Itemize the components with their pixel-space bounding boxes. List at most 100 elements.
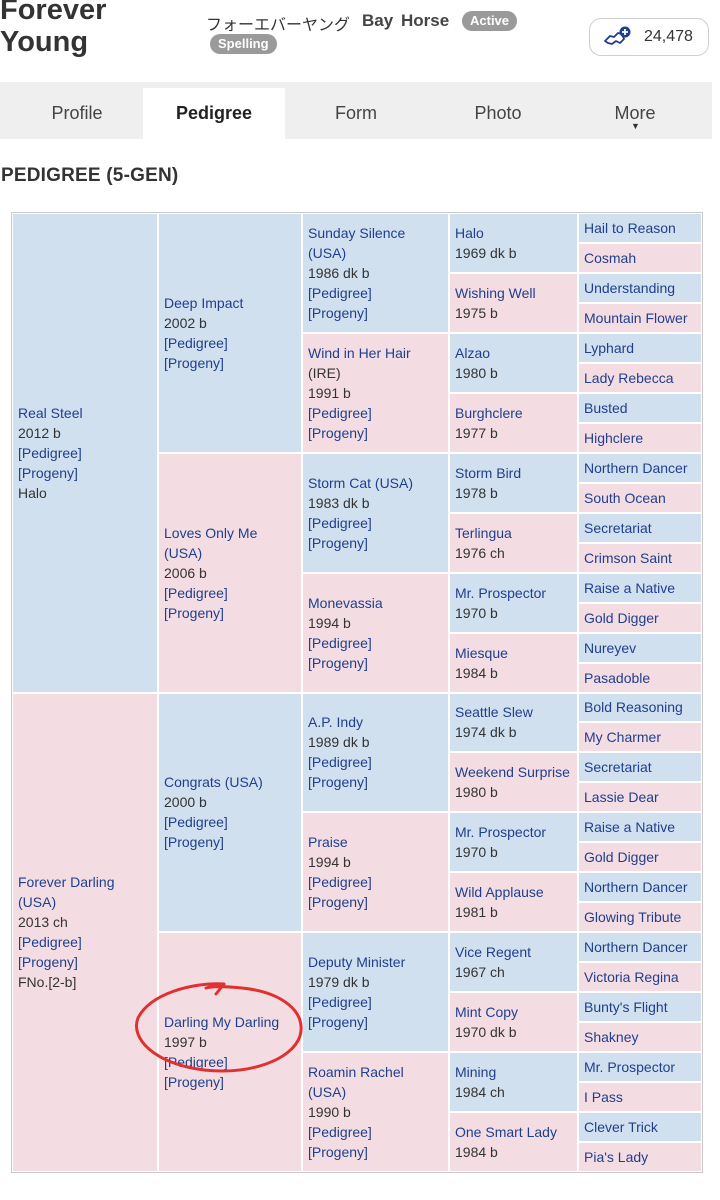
horse-name-link[interactable]: Cosmah (584, 249, 637, 266)
tab-photo[interactable]: Photo (427, 88, 569, 139)
progeny-link[interactable]: [Progeny] (164, 604, 224, 621)
horse-name-link[interactable]: Wild Applause (455, 884, 544, 901)
horse-name-link[interactable]: Weekend Surprise (455, 764, 570, 781)
horse-name-link[interactable]: Bold Reasoning (584, 699, 683, 716)
progeny-link[interactable]: [Progeny] (164, 354, 224, 371)
pedigree-link[interactable]: [Pedigree] (164, 1054, 228, 1071)
horse-name-link[interactable]: Secretariat (584, 759, 652, 776)
horse-name-link[interactable]: Roamin Rachel (USA) (308, 1064, 404, 1101)
horse-name-link[interactable]: Vice Regent (455, 944, 532, 961)
horse-name-link[interactable]: Seattle Slew (455, 704, 533, 721)
horse-name-link[interactable]: Pasadoble (584, 669, 651, 686)
pedigree-link[interactable]: [Pedigree] (308, 404, 372, 421)
horse-name-line: Darling My Darling (164, 1012, 296, 1032)
horse-name-link[interactable]: Praise (308, 834, 348, 851)
horse-name-link[interactable]: Pia's Lady (584, 1149, 649, 1166)
horse-name-link[interactable]: Mint Copy (455, 1004, 519, 1021)
horse-name-link[interactable]: Wind in Her Hair (308, 344, 411, 361)
horse-name-link[interactable]: Victoria Regina (584, 969, 679, 986)
horse-name-link[interactable]: Forever Darling (USA) (18, 874, 115, 911)
progeny-link[interactable]: [Progeny] (308, 1014, 368, 1031)
horse-name-link[interactable]: Deputy Minister (308, 954, 406, 971)
horse-name-link[interactable]: One Smart Lady (455, 1124, 557, 1141)
pedigree-link[interactable]: [Pedigree] (164, 584, 228, 601)
horse-name-link[interactable]: My Charmer (584, 729, 662, 746)
progeny-link[interactable]: [Progeny] (308, 774, 368, 791)
pedigree-cell-gen5: Northern Dancer (578, 932, 702, 963)
pedigree-link[interactable]: [Pedigree] (164, 334, 228, 351)
horse-name-link[interactable]: Secretariat (584, 519, 652, 536)
progeny-link[interactable]: [Progeny] (18, 954, 78, 971)
horse-name-link[interactable]: Mr. Prospector (455, 584, 547, 601)
progeny-link[interactable]: [Progeny] (308, 1144, 368, 1161)
horse-name-link[interactable]: Darling My Darling (164, 1014, 280, 1031)
favorite-button[interactable]: 24,478 (589, 18, 709, 56)
horse-name-link[interactable]: Gold Digger (584, 609, 659, 626)
pedigree-link[interactable]: [Pedigree] (308, 754, 372, 771)
progeny-link[interactable]: [Progeny] (18, 464, 78, 481)
tab-pedigree[interactable]: Pedigree (143, 88, 285, 139)
horse-name-link[interactable]: Lyphard (584, 339, 635, 356)
horse-name-link[interactable]: I Pass (584, 1089, 623, 1106)
horse-name-link[interactable]: Lady Rebecca (584, 369, 674, 386)
horse-name-link[interactable]: Storm Bird (455, 464, 522, 481)
spelling-badge[interactable]: Spelling (210, 34, 277, 54)
pedigree-link[interactable]: [Pedigree] (308, 634, 372, 651)
horse-name-link[interactable]: Mr. Prospector (455, 824, 547, 841)
pedigree-link[interactable]: [Pedigree] (308, 514, 372, 531)
horse-name-link[interactable]: Nureyev (584, 639, 637, 656)
pedigree-link[interactable]: [Pedigree] (308, 874, 372, 891)
horse-name-link[interactable]: Burghclere (455, 404, 523, 421)
horse-name-link[interactable]: Alzao (455, 344, 491, 361)
tab-profile[interactable]: Profile (6, 88, 148, 139)
progeny-link[interactable]: [Progeny] (308, 894, 368, 911)
horse-name-link[interactable]: Crimson Saint (584, 549, 672, 566)
horse-name-link[interactable]: Mountain Flower (584, 309, 688, 326)
pedigree-link[interactable]: [Pedigree] (308, 284, 372, 301)
horse-name-link[interactable]: Terlingua (455, 524, 512, 541)
horse-name-link[interactable]: Halo (455, 224, 484, 241)
horse-name-link[interactable]: Raise a Native (584, 819, 676, 836)
tab-more[interactable]: More ▼ (564, 88, 706, 139)
horse-name-link[interactable]: A.P. Indy (308, 714, 364, 731)
horse-name-link[interactable]: Sunday Silence (USA) (308, 224, 406, 261)
horse-name-link[interactable]: Monevassia (308, 594, 383, 611)
horse-name-link[interactable]: Glowing Tribute (584, 909, 682, 926)
progeny-link[interactable]: [Progeny] (164, 834, 224, 851)
horse-name-link[interactable]: Northern Dancer (584, 879, 688, 896)
progeny-link[interactable]: [Progeny] (308, 304, 368, 321)
horse-name-link[interactable]: Shakney (584, 1029, 639, 1046)
horse-name-link[interactable]: Miesque (455, 644, 508, 661)
progeny-link-line: [Progeny] (308, 423, 443, 443)
horse-name-link[interactable]: Clever Trick (584, 1119, 658, 1136)
progeny-link[interactable]: [Progeny] (164, 1074, 224, 1091)
horse-name-link[interactable]: Mining (455, 1064, 497, 1081)
horse-name-link[interactable]: Loves Only Me (USA) (164, 524, 258, 561)
horse-name-link[interactable]: Wishing Well (455, 284, 536, 301)
horse-name-link[interactable]: Congrats (USA) (164, 774, 263, 791)
tab-form[interactable]: Form (285, 88, 427, 139)
pedigree-link[interactable]: [Pedigree] (308, 1124, 372, 1141)
horse-name-link[interactable]: Real Steel (18, 404, 83, 421)
horse-name-link[interactable]: Understanding (584, 279, 676, 296)
horse-name-link[interactable]: Northern Dancer (584, 459, 688, 476)
pedigree-link[interactable]: [Pedigree] (164, 814, 228, 831)
horse-name-link[interactable]: Raise a Native (584, 579, 676, 596)
progeny-link[interactable]: [Progeny] (308, 424, 368, 441)
progeny-link[interactable]: [Progeny] (308, 654, 368, 671)
horse-name-link[interactable]: Storm Cat (USA) (308, 474, 414, 491)
horse-name-link[interactable]: Highclere (584, 429, 644, 446)
horse-name-link[interactable]: Deep Impact (164, 294, 244, 311)
horse-name-link[interactable]: Hail to Reason (584, 219, 676, 236)
horse-name-link[interactable]: Northern Dancer (584, 939, 688, 956)
pedigree-link[interactable]: [Pedigree] (18, 444, 82, 461)
horse-name-link[interactable]: Gold Digger (584, 849, 659, 866)
pedigree-link[interactable]: [Pedigree] (308, 994, 372, 1011)
horse-name-link[interactable]: South Ocean (584, 489, 666, 506)
horse-name-link[interactable]: Bunty's Flight (584, 999, 668, 1016)
horse-name-link[interactable]: Lassie Dear (584, 789, 659, 806)
horse-name-link[interactable]: Mr. Prospector (584, 1059, 676, 1076)
horse-name-link[interactable]: Busted (584, 399, 628, 416)
progeny-link[interactable]: [Progeny] (308, 534, 368, 551)
pedigree-link[interactable]: [Pedigree] (18, 934, 82, 951)
